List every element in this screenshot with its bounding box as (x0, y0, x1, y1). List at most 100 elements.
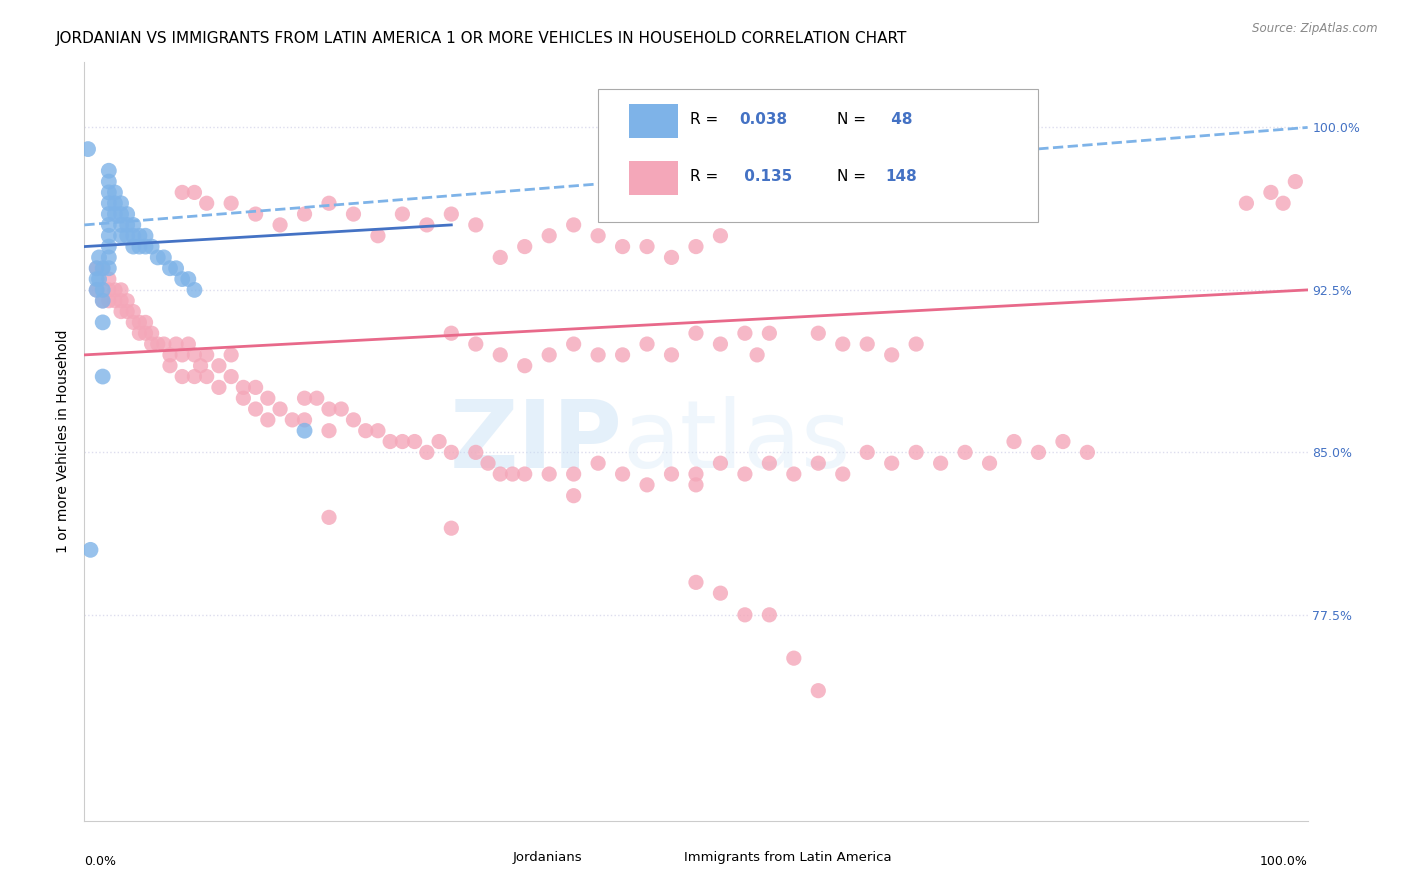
Point (612, 348, 634, 362)
Point (159, 359, 181, 373)
Point (91, 283, 114, 297)
Point (86, 261, 108, 276)
Text: 100.0%: 100.0% (1260, 855, 1308, 868)
Point (831, 467, 853, 481)
Point (807, 683, 830, 698)
Point (86, 283, 108, 297)
FancyBboxPatch shape (628, 161, 678, 195)
Point (391, 207, 413, 221)
Point (342, 413, 364, 427)
Point (294, 413, 316, 427)
Point (159, 348, 181, 362)
Point (190, 359, 212, 373)
Point (404, 434, 426, 449)
FancyBboxPatch shape (598, 89, 1039, 222)
Point (104, 196, 127, 211)
Point (104, 186, 127, 200)
Point (586, 228, 609, 243)
Point (979, 456, 1001, 470)
Point (1002, 434, 1025, 449)
Point (489, 467, 512, 481)
Point (318, 196, 340, 211)
Point (135, 326, 157, 341)
Text: 0.0%: 0.0% (84, 855, 117, 868)
Point (86, 261, 108, 276)
Point (141, 337, 163, 351)
Point (219, 196, 242, 211)
Point (146, 251, 169, 265)
Point (318, 424, 340, 438)
Point (440, 521, 463, 535)
Point (104, 207, 127, 221)
Point (538, 348, 561, 362)
Point (122, 304, 145, 318)
Point (685, 575, 707, 590)
Point (122, 239, 145, 253)
Point (831, 337, 853, 351)
Point (342, 207, 364, 221)
Point (245, 402, 267, 417)
Point (91, 261, 114, 276)
Point (1236, 196, 1258, 211)
Point (195, 196, 218, 211)
Point (464, 337, 486, 351)
Point (183, 186, 205, 200)
Point (183, 348, 205, 362)
Point (135, 239, 157, 253)
Point (709, 337, 731, 351)
Point (905, 445, 928, 459)
Text: 148: 148 (886, 169, 917, 184)
Point (153, 251, 176, 265)
Point (440, 326, 463, 341)
Text: JORDANIAN VS IMMIGRANTS FROM LATIN AMERICA 1 OR MORE VEHICLES IN HOUSEHOLD CORRE: JORDANIAN VS IMMIGRANTS FROM LATIN AMERI… (56, 31, 908, 46)
Point (709, 586, 731, 600)
Point (294, 207, 316, 221)
Point (97, 163, 120, 178)
Point (115, 293, 138, 308)
Text: R =: R = (690, 169, 723, 184)
Point (513, 359, 536, 373)
Point (929, 456, 952, 470)
Point (110, 304, 132, 318)
FancyBboxPatch shape (628, 104, 678, 138)
Point (905, 337, 928, 351)
Point (880, 348, 903, 362)
Point (172, 369, 194, 384)
Point (391, 434, 413, 449)
Point (208, 359, 231, 373)
Point (146, 337, 169, 351)
Point (110, 283, 132, 297)
Point (562, 489, 585, 503)
Point (165, 261, 187, 276)
Point (232, 391, 254, 405)
Point (636, 478, 658, 492)
Point (232, 380, 254, 394)
Point (122, 218, 145, 232)
Point (245, 380, 267, 394)
Y-axis label: 1 or more Vehicles in Household: 1 or more Vehicles in Household (56, 330, 70, 553)
Point (661, 251, 683, 265)
Point (612, 467, 634, 481)
Point (856, 337, 879, 351)
Point (115, 207, 138, 221)
Point (219, 369, 242, 384)
Point (636, 239, 658, 253)
Point (807, 326, 830, 341)
Point (856, 445, 879, 459)
Point (734, 467, 756, 481)
Point (122, 228, 145, 243)
Point (685, 467, 707, 481)
Point (97, 239, 120, 253)
Point (538, 467, 561, 481)
Point (380, 434, 402, 449)
Point (97, 293, 120, 308)
Point (86, 283, 108, 297)
Point (562, 218, 585, 232)
Point (91, 369, 114, 384)
Point (91, 293, 114, 308)
Point (135, 315, 157, 329)
Point (758, 456, 780, 470)
Point (354, 424, 377, 438)
Point (128, 315, 150, 329)
Point (104, 283, 127, 297)
